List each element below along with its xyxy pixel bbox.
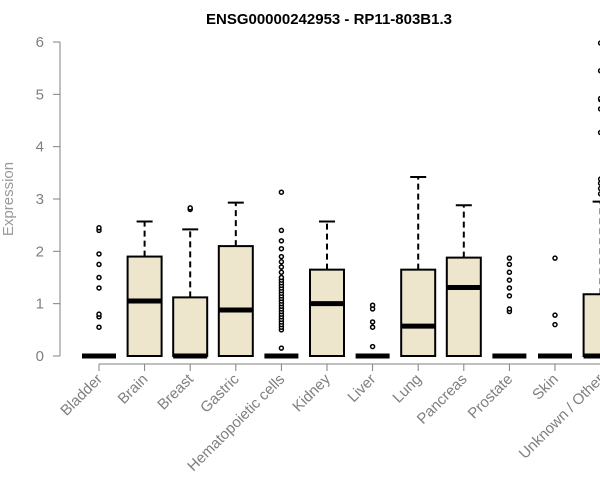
y-tick-label: 0: [36, 348, 44, 365]
box-group: [172, 205, 209, 359]
outlier-point: [369, 324, 376, 330]
outlier-point: [278, 274, 285, 281]
outlier-point: [96, 225, 102, 231]
x-tick-label: Breast: [154, 370, 197, 413]
x-tick-label: Liver: [344, 371, 379, 406]
outlier-point: [278, 345, 285, 351]
y-tick-label: 4: [36, 139, 44, 156]
outlier-point: [187, 205, 193, 211]
x-tick-label: Bladder: [57, 371, 106, 420]
x-tick-label: Pancreas: [414, 371, 471, 428]
box-rect: [126, 255, 163, 358]
outlier-point: [278, 253, 285, 260]
outlier-point: [278, 238, 285, 244]
outlier-point: [278, 259, 285, 265]
box-group: [538, 255, 572, 359]
box-rect: [445, 256, 482, 358]
outlier-point: [506, 261, 513, 268]
outlier-point: [96, 261, 102, 268]
y-tick-label: 5: [36, 86, 44, 103]
outlier-point: [506, 255, 513, 261]
box-rect: [582, 293, 600, 358]
outlier-point: [552, 312, 558, 318]
outlier-point: [369, 343, 376, 350]
box-group: [309, 220, 345, 357]
x-tick-label: Prostate: [465, 371, 517, 423]
box-group: [264, 189, 299, 359]
outlier-point: [369, 319, 376, 325]
outlier-point: [278, 269, 285, 276]
outlier-point: [506, 269, 513, 276]
outlier-point: [96, 251, 102, 257]
box-group: [82, 225, 116, 359]
boxes-layer: [82, 40, 600, 359]
box-group: [582, 40, 600, 359]
outlier-point: [278, 264, 285, 270]
y-tick-label: 3: [36, 191, 44, 208]
x-tick-label: Lung: [389, 371, 425, 407]
y-axis-label: Expression: [0, 162, 17, 236]
outlier-point: [369, 302, 376, 308]
outlier-point: [552, 321, 558, 328]
x-tick-label: Kidney: [289, 370, 334, 415]
box-rect: [400, 268, 437, 357]
box-rect: [172, 296, 209, 357]
outlier-point: [96, 285, 102, 291]
box-group: [355, 302, 390, 359]
x-tick-label: Gastric: [197, 370, 243, 416]
box-group: [445, 204, 482, 358]
outlier-point: [506, 285, 513, 291]
outlier-point: [506, 306, 513, 312]
box-group: [217, 201, 254, 358]
box-rect: [217, 245, 254, 358]
box-group: [126, 220, 163, 358]
outlier-point: [506, 293, 513, 299]
y-axis: 0 1 2 3 4 5 6: [36, 34, 61, 365]
chart-title: ENSG00000242953 - RP11-803B1.3: [206, 11, 452, 28]
outlier-point: [278, 189, 285, 195]
y-tick-label: 6: [36, 34, 44, 51]
x-tick-label: Skin: [529, 371, 562, 404]
outlier-point: [506, 277, 513, 283]
x-tick-label: Brain: [115, 371, 152, 408]
box-rect: [309, 268, 345, 357]
box-group: [492, 255, 527, 359]
outlier-point: [96, 311, 102, 317]
y-tick-label: 1: [36, 296, 44, 313]
y-tick-label: 2: [36, 243, 44, 260]
outlier-point: [96, 324, 102, 330]
box-group: [400, 176, 437, 357]
outlier-point: [278, 227, 285, 234]
outlier-point: [278, 245, 285, 252]
outlier-point: [552, 255, 558, 261]
outlier-point: [96, 274, 102, 281]
